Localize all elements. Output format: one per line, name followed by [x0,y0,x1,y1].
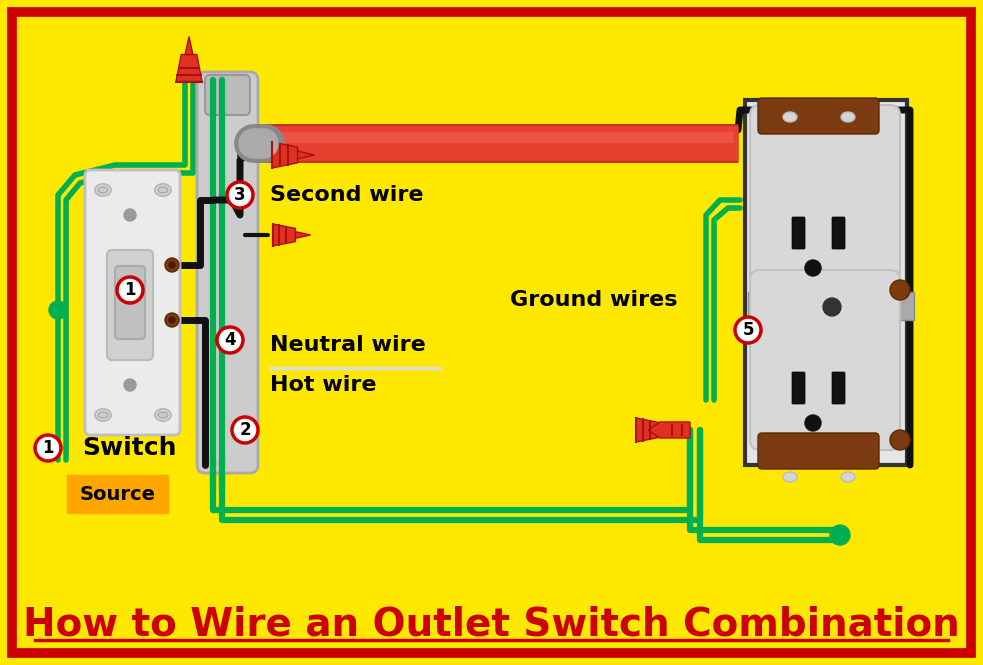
Circle shape [35,435,61,461]
FancyBboxPatch shape [67,475,168,513]
Circle shape [124,379,136,391]
Text: 2: 2 [239,421,251,439]
FancyBboxPatch shape [107,250,153,360]
FancyBboxPatch shape [832,372,845,404]
Polygon shape [272,224,296,246]
Polygon shape [176,55,202,82]
FancyBboxPatch shape [792,372,805,404]
Text: Ground wires: Ground wires [510,290,677,310]
Polygon shape [660,426,676,434]
Text: 1: 1 [124,281,136,299]
Ellipse shape [783,472,797,482]
Polygon shape [272,142,298,168]
Ellipse shape [841,472,855,482]
Text: Second wire: Second wire [270,185,424,205]
Text: Neutral wire: Neutral wire [270,335,426,355]
Ellipse shape [783,112,797,122]
Circle shape [805,415,821,431]
Text: 4: 4 [224,331,236,349]
FancyBboxPatch shape [85,170,180,435]
FancyBboxPatch shape [750,105,900,300]
FancyBboxPatch shape [205,75,250,115]
FancyBboxPatch shape [750,270,900,450]
Polygon shape [296,231,311,238]
Circle shape [890,430,910,450]
Circle shape [805,260,821,276]
Circle shape [49,301,67,319]
Polygon shape [298,151,315,159]
FancyBboxPatch shape [792,217,805,249]
FancyBboxPatch shape [748,292,914,320]
Circle shape [165,258,179,272]
Polygon shape [648,422,690,438]
Text: 3: 3 [234,186,246,204]
Ellipse shape [98,187,108,193]
Circle shape [217,327,243,353]
Text: Source: Source [80,485,156,505]
FancyBboxPatch shape [832,217,845,249]
Ellipse shape [155,409,171,421]
Circle shape [823,298,841,316]
Circle shape [124,209,136,221]
Circle shape [232,417,258,443]
FancyBboxPatch shape [115,266,145,339]
Text: Switch: Switch [82,436,177,460]
Ellipse shape [95,409,111,421]
Text: How to Wire an Outlet Switch Combination: How to Wire an Outlet Switch Combination [23,606,959,644]
Ellipse shape [98,412,108,418]
Text: 5: 5 [742,321,754,339]
Circle shape [117,277,143,303]
Circle shape [169,262,175,268]
Polygon shape [636,418,660,442]
FancyBboxPatch shape [197,72,258,473]
Circle shape [227,182,253,208]
Ellipse shape [158,412,168,418]
Ellipse shape [95,184,111,196]
FancyBboxPatch shape [758,433,879,469]
Ellipse shape [841,112,855,122]
Circle shape [890,280,910,300]
FancyBboxPatch shape [745,100,907,465]
Ellipse shape [158,187,168,193]
Text: Hot wire: Hot wire [270,375,376,395]
Ellipse shape [155,184,171,196]
FancyBboxPatch shape [758,98,879,134]
Circle shape [165,313,179,327]
Circle shape [169,317,175,323]
Circle shape [830,525,850,545]
Text: 1: 1 [42,439,54,457]
Polygon shape [185,37,193,55]
Circle shape [735,317,761,343]
